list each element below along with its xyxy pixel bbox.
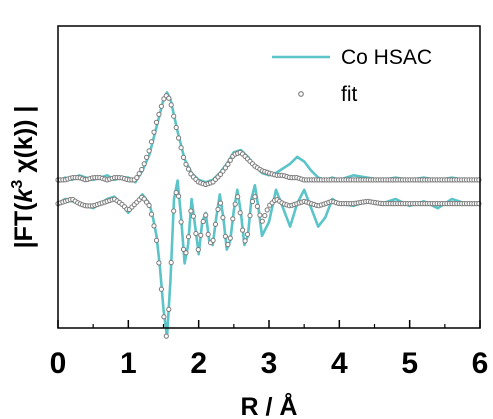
y-axis-title-part-1: |FT( <box>10 202 38 249</box>
fit-marker <box>148 211 155 217</box>
fit-marker <box>134 175 140 181</box>
fit-marker <box>242 238 248 244</box>
fit-marker <box>153 237 160 243</box>
legend-label-fit: fit <box>341 83 358 106</box>
fit-marker <box>166 306 172 312</box>
x-tick-label-2: 2 <box>190 347 207 380</box>
series-markers-fit-imaginary <box>55 190 482 339</box>
fit-marker <box>178 219 184 225</box>
series-markers-fit-magnitude <box>55 93 482 188</box>
fit-marker <box>203 212 209 218</box>
fit-marker <box>183 161 189 167</box>
x-tick-label-6: 6 <box>472 347 489 380</box>
fit-marker <box>183 250 189 256</box>
fit-marker <box>264 207 270 213</box>
x-tick-label-3: 3 <box>261 347 278 380</box>
fit-marker <box>141 161 147 167</box>
fit-marker <box>139 166 145 173</box>
fit-marker <box>212 221 219 227</box>
fit-marker <box>247 213 253 219</box>
x-axis-title: R / Å <box>241 392 298 419</box>
fit-marker <box>210 237 216 243</box>
fit-marker <box>257 212 263 218</box>
fit-marker <box>144 154 150 160</box>
fit-marker <box>240 227 246 233</box>
x-tick-label-1: 1 <box>120 347 137 380</box>
fit-marker <box>173 124 179 131</box>
fit-marker <box>225 241 231 248</box>
fit-marker <box>158 286 164 292</box>
fit-marker <box>193 230 199 237</box>
fit-marker <box>220 168 226 174</box>
fit-marker <box>222 165 228 171</box>
fit-marker <box>185 166 192 172</box>
fit-marker <box>200 218 206 225</box>
series-line-magnitude <box>57 91 480 184</box>
fit-marker <box>178 145 184 151</box>
y-axis-title-exponent: 3 <box>9 180 26 189</box>
fit-marker <box>180 154 187 160</box>
fit-marker <box>136 171 142 177</box>
y-axis-title-part-2: χ(k)) | <box>10 106 38 180</box>
fit-marker <box>195 247 201 253</box>
fit-marker <box>230 216 236 222</box>
fit-marker <box>259 218 265 224</box>
fit-marker <box>190 213 196 219</box>
fit-marker <box>148 139 155 145</box>
fit-marker <box>215 206 221 212</box>
fit-marker <box>235 194 241 200</box>
fit-marker <box>237 210 243 216</box>
series-layer <box>55 91 482 339</box>
fit-marker <box>151 223 157 229</box>
fit-marker <box>222 233 228 239</box>
fit-marker <box>185 234 192 240</box>
fit-marker <box>232 201 238 207</box>
fit-marker <box>171 208 177 214</box>
fit-marker <box>188 208 194 214</box>
fit-marker <box>146 148 152 154</box>
fit-marker <box>163 333 169 339</box>
fit-marker <box>220 215 226 221</box>
legend-label-co-hsac: Co HSAC <box>341 46 432 69</box>
legend: Co HSAC fit <box>272 46 432 106</box>
fit-marker <box>262 213 268 219</box>
x-tick-label-4: 4 <box>331 347 348 380</box>
fit-marker <box>180 246 187 252</box>
x-axis-ticks: 0 1 2 3 4 5 6 <box>50 320 489 380</box>
fit-marker <box>244 231 251 237</box>
fit-marker <box>153 119 160 126</box>
fit-marker <box>249 198 256 205</box>
x-tick-label-0: 0 <box>50 347 67 380</box>
fit-marker <box>166 95 172 101</box>
fit-marker <box>227 157 233 163</box>
x-tick-label-5: 5 <box>401 347 418 380</box>
fit-marker <box>171 113 177 119</box>
fit-marker <box>217 200 224 206</box>
fit-marker <box>205 231 211 237</box>
fit-marker <box>151 129 157 135</box>
fit-marker <box>156 111 162 118</box>
fit-marker <box>254 203 260 209</box>
fit-marker <box>161 314 167 320</box>
fit-marker <box>158 103 164 109</box>
fit-marker <box>176 135 182 141</box>
fit-marker <box>156 260 162 266</box>
y-axis-title: |FT(k3 χ(k)) | <box>9 106 38 249</box>
fit-marker <box>252 194 258 200</box>
fit-marker <box>176 193 182 199</box>
y-axis-title-k: k <box>10 188 38 203</box>
fit-marker <box>146 202 152 208</box>
fit-marker <box>225 161 231 167</box>
fit-marker <box>227 235 233 241</box>
legend-marker-fit <box>298 91 304 97</box>
fit-marker <box>168 259 174 266</box>
fit-marker <box>168 102 174 108</box>
fit-marker <box>198 232 204 238</box>
fit-marker <box>173 190 179 196</box>
